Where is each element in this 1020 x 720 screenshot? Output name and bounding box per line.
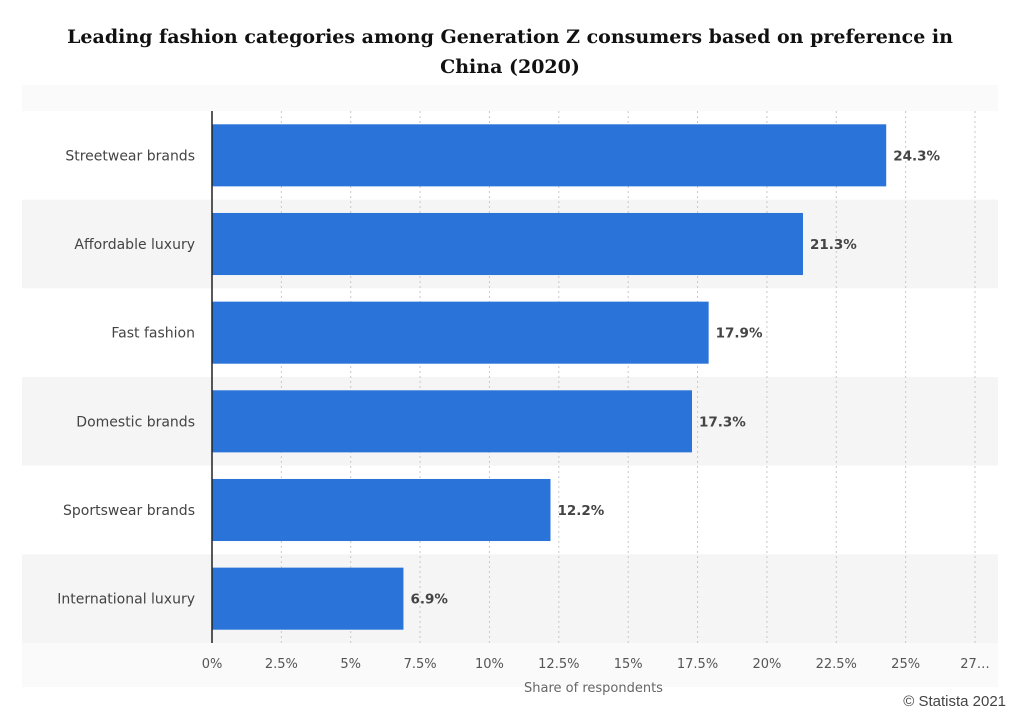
bar bbox=[212, 478, 551, 542]
bar bbox=[212, 124, 887, 187]
value-label: 12.2% bbox=[557, 503, 604, 519]
value-label: 24.3% bbox=[893, 148, 940, 164]
bar bbox=[212, 301, 709, 364]
x-tick-labels: 0% 2.5% 5% 7.5% 10% 12.5% 15% 17.5% 20% 22.5% 25% 2… bbox=[202, 657, 990, 672]
x-tick-label: 25% bbox=[891, 657, 920, 672]
value-label: 21.3% bbox=[810, 237, 857, 253]
category-label: International luxury bbox=[57, 592, 195, 608]
chart-title: Leading fashion categories among Generat… bbox=[67, 26, 953, 78]
category-labels: Streetwear brands Affordable luxury Fast f… bbox=[57, 148, 195, 607]
row-band bbox=[22, 554, 998, 643]
gridlines bbox=[280, 111, 976, 643]
category-label: Fast fashion bbox=[111, 326, 195, 342]
category-label: Streetwear brands bbox=[65, 148, 195, 164]
value-label: 17.9% bbox=[716, 326, 763, 342]
x-tick-label: 7.5% bbox=[404, 657, 437, 672]
category-label: Domestic brands bbox=[76, 414, 195, 430]
x-tick-label: 12.5% bbox=[538, 657, 579, 672]
value-labels: 24.3% 21.3% 17.9% 17.3% 12.2% 6.9% bbox=[410, 148, 940, 607]
bar bbox=[212, 390, 692, 453]
x-tick-label: 10% bbox=[475, 657, 504, 672]
category-label: Affordable luxury bbox=[74, 237, 195, 253]
bar bbox=[212, 212, 803, 276]
x-tick-label: 5% bbox=[340, 657, 361, 672]
x-tick-label: 20% bbox=[752, 657, 781, 672]
x-tick-label: 27… bbox=[960, 657, 990, 672]
x-tick-label: 0% bbox=[202, 657, 223, 672]
value-label: 17.3% bbox=[699, 414, 746, 430]
x-axis-title: Share of respondents bbox=[524, 681, 663, 696]
x-tick-label: 15% bbox=[614, 657, 643, 672]
copyright-notice: © Statista 2021 bbox=[903, 693, 1006, 710]
bars bbox=[212, 124, 887, 630]
x-tick-label: 22.5% bbox=[816, 657, 857, 672]
bar bbox=[212, 567, 404, 630]
x-tick-label: 2.5% bbox=[265, 657, 298, 672]
category-label: Sportswear brands bbox=[63, 503, 195, 519]
value-label: 6.9% bbox=[410, 592, 448, 608]
x-tick-label: 17.5% bbox=[677, 657, 718, 672]
